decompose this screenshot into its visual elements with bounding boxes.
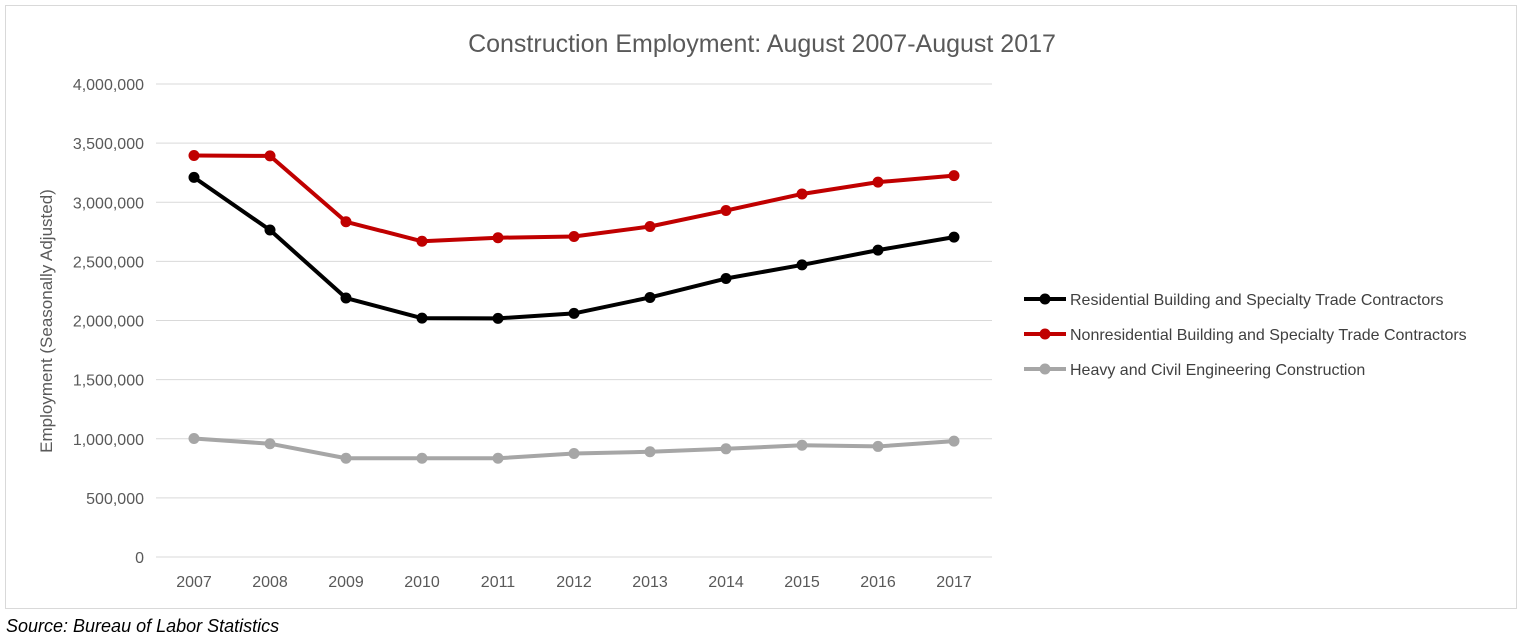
data-point: [796, 188, 808, 200]
legend-marker: [1039, 293, 1051, 305]
y-tick-label: 2,500,000: [73, 254, 144, 271]
data-point: [416, 235, 428, 247]
x-axis-tick-labels: 2007 2008 2009 2010 2011 2012 2013 2014 2015 2016…: [176, 574, 972, 591]
chart-title: Construction Employment: August 2007-Aug…: [468, 30, 1056, 58]
chart-area: Construction Employment: August 2007-Aug…: [5, 5, 1517, 609]
data-point: [492, 232, 504, 244]
data-point: [340, 216, 352, 228]
series-lines: [188, 150, 960, 464]
data-point: [872, 440, 884, 452]
data-point: [568, 231, 580, 243]
x-tick-label: 2009: [328, 574, 364, 591]
data-point: [644, 220, 656, 232]
y-tick-label: 0: [135, 550, 144, 567]
y-tick-label: 500,000: [86, 491, 144, 508]
data-point: [948, 231, 960, 243]
data-point: [340, 452, 352, 464]
x-tick-label: 2010: [404, 574, 440, 591]
legend-marker: [1039, 328, 1051, 340]
legend-item-1: Nonresidential Building and Specialty Tr…: [1024, 327, 1467, 344]
data-point: [492, 312, 504, 324]
data-point: [948, 435, 960, 447]
series-1: [188, 150, 960, 247]
data-point: [264, 438, 276, 450]
x-tick-label: 2008: [252, 574, 288, 591]
series-0: [188, 171, 960, 324]
y-tick-label: 1,500,000: [73, 373, 144, 390]
data-point: [568, 448, 580, 460]
legend-label: Residential Building and Specialty Trade…: [1070, 292, 1444, 309]
data-point: [948, 170, 960, 182]
legend-item-0: Residential Building and Specialty Trade…: [1024, 292, 1444, 309]
data-point: [188, 171, 200, 183]
data-point: [188, 433, 200, 445]
legend-item-2: Heavy and Civil Engineering Construction: [1024, 362, 1365, 379]
series-line: [192, 175, 956, 321]
data-point: [644, 446, 656, 458]
y-tick-label: 1,000,000: [73, 432, 144, 449]
y-axis-title: Employment (Seasonally Adjusted): [37, 189, 56, 453]
legend-marker: [1039, 363, 1051, 375]
data-point: [720, 273, 732, 285]
data-point: [416, 452, 428, 464]
y-tick-label: 4,000,000: [73, 77, 144, 94]
data-point: [492, 452, 504, 464]
y-tick-label: 3,000,000: [73, 195, 144, 212]
x-tick-label: 2014: [708, 574, 744, 591]
x-tick-label: 2011: [481, 574, 516, 591]
data-point: [872, 244, 884, 256]
data-point: [416, 312, 428, 324]
y-axis-tick-labels: 0 500,000 1,000,000 1,500,000 2,000,000 2,500…: [73, 77, 144, 567]
data-point: [796, 439, 808, 451]
legend-label: Heavy and Civil Engineering Construction: [1070, 362, 1365, 379]
data-point: [872, 176, 884, 188]
data-point: [568, 307, 580, 319]
source-note: Source: Bureau of Labor Statistics: [6, 616, 280, 636]
y-tick-label: 2,000,000: [73, 314, 144, 331]
line-chart: Construction Employment: August 2007-Aug…: [37, 30, 1467, 591]
legend: Residential Building and Specialty Trade…: [1024, 292, 1467, 379]
legend-label: Nonresidential Building and Specialty Tr…: [1070, 327, 1467, 344]
x-tick-label: 2015: [784, 574, 820, 591]
gridlines: [156, 83, 992, 558]
x-tick-label: 2017: [936, 574, 972, 591]
data-point: [644, 291, 656, 303]
y-tick-label: 3,500,000: [73, 136, 144, 153]
x-tick-label: 2013: [632, 574, 668, 591]
data-point: [264, 150, 276, 162]
data-point: [188, 150, 200, 162]
x-tick-label: 2007: [176, 574, 212, 591]
x-tick-label: 2012: [556, 574, 592, 591]
data-point: [340, 292, 352, 304]
data-point: [720, 205, 732, 217]
data-point: [720, 443, 732, 455]
data-point: [264, 224, 276, 236]
data-point: [796, 259, 808, 271]
series-2: [188, 433, 960, 464]
series-line: [192, 153, 956, 244]
x-tick-label: 2016: [860, 574, 896, 591]
